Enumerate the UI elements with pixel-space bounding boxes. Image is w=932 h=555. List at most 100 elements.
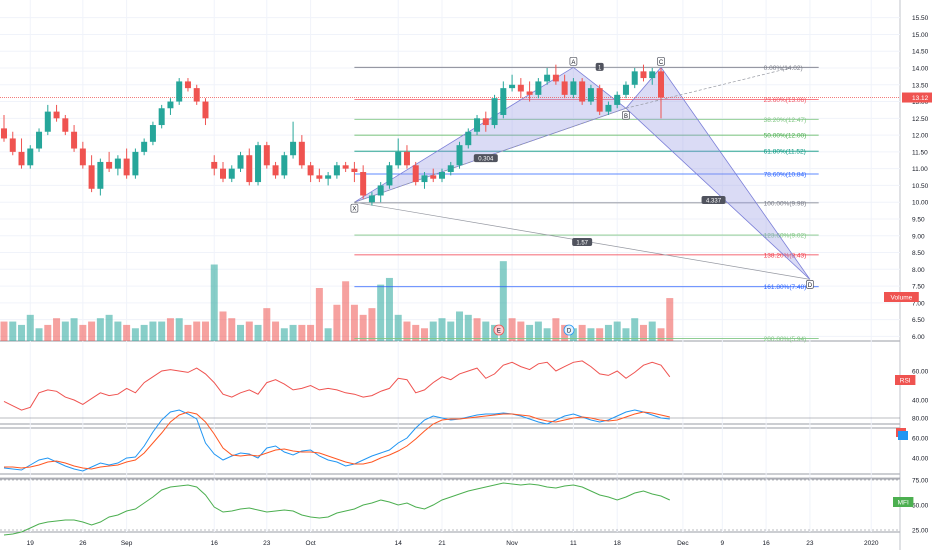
stoch-axis-tick: 40.00	[912, 456, 929, 463]
candle-body	[53, 111, 60, 119]
volume-bar	[26, 314, 34, 341]
pattern-ratio: 1.57	[572, 237, 593, 246]
candle-body	[27, 148, 34, 166]
last-price-tag-box	[902, 92, 932, 103]
pattern-bd-line	[625, 67, 791, 109]
volume-bar	[350, 304, 358, 341]
price-axis-tick: 8.00	[912, 267, 925, 274]
x-axis-tick: 18	[614, 540, 622, 547]
candle-body	[141, 141, 148, 152]
mfi-legend: MFI	[893, 497, 914, 507]
volume-bar	[70, 318, 78, 341]
volume-bar	[429, 321, 437, 341]
candle-body	[71, 131, 78, 149]
volume-bar	[61, 321, 69, 341]
candle-body	[570, 81, 577, 95]
volume-bar	[324, 328, 332, 341]
volume-bar	[315, 288, 323, 341]
candle-body	[596, 88, 603, 112]
candle-body	[176, 81, 183, 102]
volume-bar	[79, 324, 87, 341]
candle-body	[412, 165, 419, 183]
event-marker-label: D	[567, 329, 572, 335]
x-axis-tick: 16	[763, 540, 771, 547]
candle-body	[544, 74, 551, 82]
fib-level-label: 123.60%(9.02)	[764, 233, 807, 240]
x-axis-tick: 9	[721, 540, 725, 547]
mfi-line	[3, 482, 671, 536]
pattern-triangle-bcd	[625, 66, 811, 280]
volume-bar	[587, 328, 595, 341]
pattern-point-label: D	[808, 283, 813, 289]
volume-bar	[254, 324, 262, 341]
price-axis-tick: 12.50	[912, 116, 929, 123]
volume-bar	[473, 318, 481, 341]
volume-bar	[596, 328, 604, 341]
volume-legend: Volume	[884, 292, 919, 302]
volume-bar	[131, 328, 139, 341]
candle-body	[228, 168, 235, 179]
candle-body	[123, 158, 130, 176]
stoch-legend-swatch	[898, 431, 908, 440]
candle-body	[316, 175, 323, 179]
volume-legend-box	[884, 292, 919, 302]
volume-bar	[552, 318, 560, 341]
candle-body	[587, 88, 594, 102]
volume-bar	[517, 321, 525, 341]
pattern-ratio-box	[701, 196, 726, 205]
volume-bar	[272, 321, 280, 341]
event-marker-label: E	[497, 329, 501, 335]
volume-bar	[105, 314, 113, 341]
fib-level-label: 38.20%(12.47)	[764, 117, 807, 124]
price-axis-tick: 11.50	[912, 149, 928, 156]
candle-body	[158, 108, 165, 126]
pattern-point-b: B	[622, 110, 630, 120]
volume-bar	[333, 304, 341, 341]
volume-bar	[123, 324, 131, 341]
candle-body	[290, 141, 297, 156]
volume-bar	[543, 328, 551, 341]
rsi-legend: RSI	[895, 375, 916, 385]
pattern-ratio-box	[595, 62, 604, 71]
fib-level-label: 23.60%(13.06)	[764, 97, 807, 104]
volume-bar	[482, 321, 490, 341]
volume-bar	[289, 324, 297, 341]
pattern-ratio-box	[572, 237, 593, 246]
candle-body	[184, 81, 191, 89]
volume-bar	[175, 318, 183, 341]
x-axis-tick: 11	[570, 540, 577, 547]
candle-body	[202, 101, 209, 119]
price-axis-tick: 14.50	[912, 49, 929, 56]
candle-body	[211, 161, 218, 169]
volume-bar	[35, 328, 43, 341]
volume-bar	[201, 321, 209, 341]
pattern-point-label: A	[571, 60, 575, 66]
volume-bar	[149, 321, 157, 341]
candle-body	[237, 155, 244, 169]
candle-body	[482, 118, 489, 126]
volume-bar	[613, 321, 621, 341]
volume-bar	[622, 328, 630, 341]
volume-bar	[648, 321, 656, 341]
volume-bar	[298, 324, 306, 341]
price-axis-tick: 10.50	[912, 183, 929, 190]
volume-bar	[578, 324, 586, 341]
stoch-line	[3, 409, 670, 472]
volume-bar	[377, 284, 385, 341]
mfi-legend-label: MFI	[898, 500, 909, 507]
x-axis-tick: 16	[211, 540, 219, 547]
candle-body	[351, 168, 358, 173]
volume-bar	[456, 311, 464, 341]
price-axis-tick: 6.50	[912, 317, 925, 324]
candle-body	[368, 195, 375, 203]
volume-bar	[359, 314, 367, 341]
pattern-point-box	[350, 203, 359, 213]
candle-body	[106, 161, 113, 169]
pattern-ratio-label: 1	[598, 65, 602, 71]
event-marker-circle	[563, 324, 575, 336]
volume-bar	[88, 321, 96, 341]
fib-level-label: 200.00%(5.94)	[764, 336, 807, 343]
volume-bar	[403, 321, 411, 341]
x-axis-tick: 14	[395, 540, 403, 547]
